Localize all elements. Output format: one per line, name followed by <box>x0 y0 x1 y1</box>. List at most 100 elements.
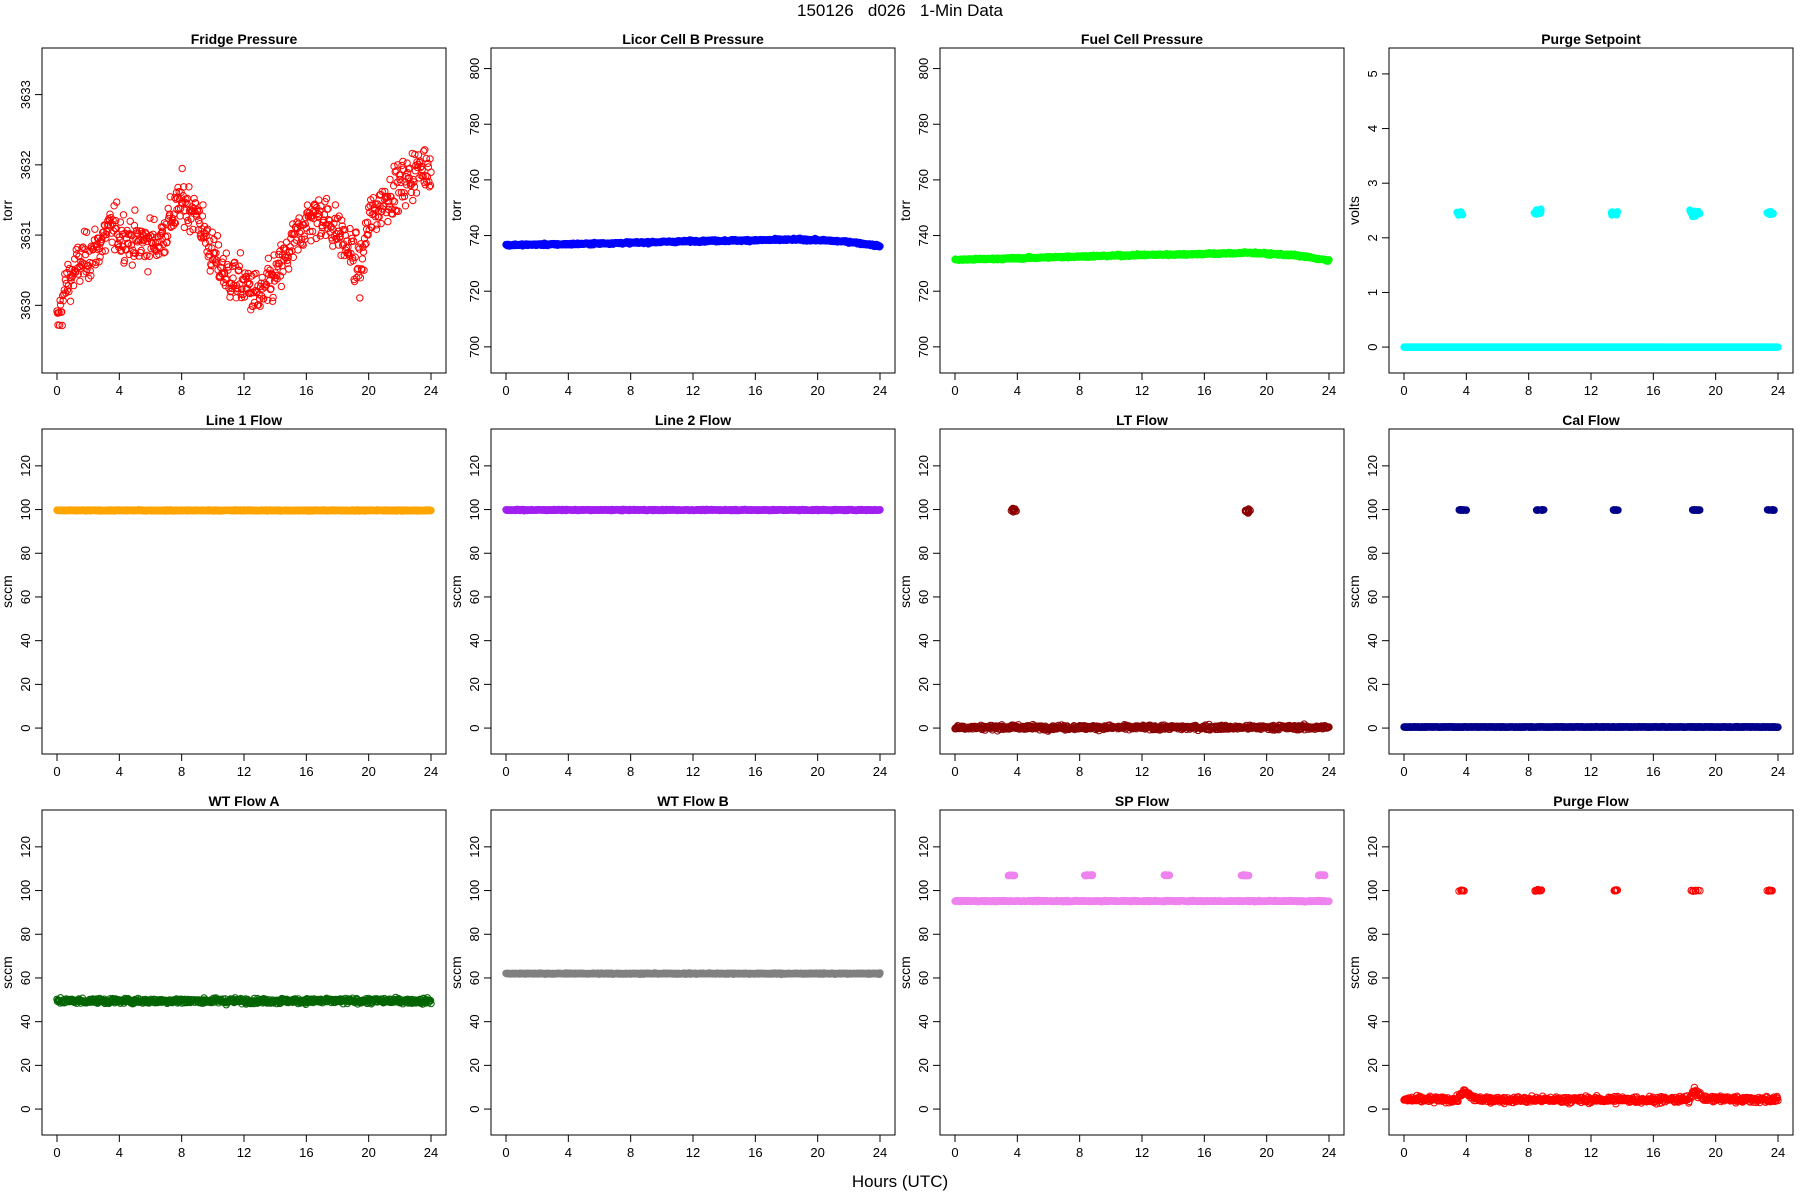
x-tick-label: 20 <box>810 764 824 779</box>
data-point <box>1686 206 1694 214</box>
data-point <box>389 197 397 205</box>
x-tick-label: 20 <box>1259 383 1273 398</box>
data-point <box>73 250 81 258</box>
data-point <box>268 297 277 305</box>
data-point <box>183 199 191 208</box>
data-point <box>81 245 89 254</box>
plot-frame <box>490 428 896 755</box>
data-point <box>285 265 293 273</box>
data-point <box>311 202 319 210</box>
data-point <box>277 282 286 291</box>
data-point <box>1456 209 1464 217</box>
data-point <box>169 221 178 230</box>
data-point <box>252 269 260 278</box>
panel-title: Fuel Cell Pressure <box>1081 31 1203 47</box>
data-point <box>401 202 410 210</box>
data-point <box>213 259 221 267</box>
y-tick-label: 3630 <box>18 291 33 320</box>
data-point <box>158 227 167 236</box>
data-point <box>338 216 346 225</box>
data-point <box>101 247 110 255</box>
data-point <box>400 192 409 201</box>
data-point <box>403 169 412 177</box>
panel-title: Purge Setpoint <box>1541 31 1641 47</box>
x-tick-label: 16 <box>748 383 762 398</box>
y-tick-label: 0 <box>916 724 931 731</box>
data-point <box>390 162 398 171</box>
y-tick-label: 60 <box>467 590 482 604</box>
data-point <box>387 193 395 201</box>
x-tick-label: 8 <box>1525 383 1532 398</box>
data-point <box>74 270 83 278</box>
x-tick-label: 0 <box>53 383 60 398</box>
data-point <box>350 277 359 286</box>
data-point <box>309 214 318 223</box>
data-point <box>410 178 418 186</box>
data-point <box>317 229 326 237</box>
data-points <box>502 505 884 515</box>
data-point <box>69 281 78 290</box>
y-tick-label: 740 <box>916 225 931 247</box>
data-point <box>383 192 392 201</box>
data-point <box>64 260 72 269</box>
panel-title: Licor Cell B Pressure <box>622 31 764 47</box>
x-tick-label: 24 <box>873 764 887 779</box>
data-point <box>63 286 72 294</box>
y-tick-label: 780 <box>467 113 482 135</box>
x-tick-label: 24 <box>873 383 887 398</box>
panel-title: Line 1 Flow <box>206 412 282 428</box>
x-tick-label: 24 <box>424 383 438 398</box>
data-point <box>373 221 381 229</box>
y-tick-label: 20 <box>467 677 482 691</box>
data-point <box>338 222 346 230</box>
data-point <box>283 256 291 265</box>
data-point <box>409 196 417 205</box>
data-point <box>65 287 73 296</box>
x-tick-label: 4 <box>116 383 123 398</box>
data-point <box>1325 256 1333 264</box>
x-tick-label: 8 <box>1076 383 1083 398</box>
data-point <box>240 293 249 301</box>
data-point <box>336 232 344 241</box>
x-tick-label: 16 <box>1646 383 1660 398</box>
data-point <box>192 199 200 207</box>
data-point <box>336 229 345 238</box>
data-point <box>361 240 369 249</box>
data-point <box>246 279 254 288</box>
data-point <box>341 226 349 234</box>
y-tick-label: 3632 <box>18 150 33 179</box>
data-point <box>130 221 139 230</box>
data-point <box>195 216 203 225</box>
data-point <box>322 194 331 203</box>
data-point <box>412 189 421 197</box>
y-tick-label: 1 <box>1365 289 1380 296</box>
data-point <box>360 266 368 274</box>
y-tick-label: 760 <box>467 169 482 191</box>
data-point <box>91 225 99 233</box>
x-tick-label: 20 <box>361 383 375 398</box>
data-point <box>334 241 343 249</box>
y-tick-label: 780 <box>916 113 931 135</box>
data-point <box>58 321 66 330</box>
data-point <box>173 205 181 214</box>
data-point <box>331 201 340 209</box>
data-point <box>363 218 372 227</box>
plot-frame <box>1388 47 1794 374</box>
panel-title: LT Flow <box>1116 412 1168 428</box>
plot-frame <box>490 47 896 374</box>
y-tick-label: 40 <box>916 633 931 647</box>
x-tick-label: 16 <box>299 764 313 779</box>
y-axis-label: sccm <box>897 575 913 608</box>
data-point <box>351 253 359 261</box>
data-point <box>260 295 268 303</box>
data-point <box>364 231 372 239</box>
data-point <box>365 203 373 212</box>
data-point <box>206 267 214 275</box>
y-tick-label: 80 <box>18 546 33 560</box>
data-point <box>190 194 198 203</box>
data-point <box>425 177 433 186</box>
data-point <box>286 243 294 251</box>
